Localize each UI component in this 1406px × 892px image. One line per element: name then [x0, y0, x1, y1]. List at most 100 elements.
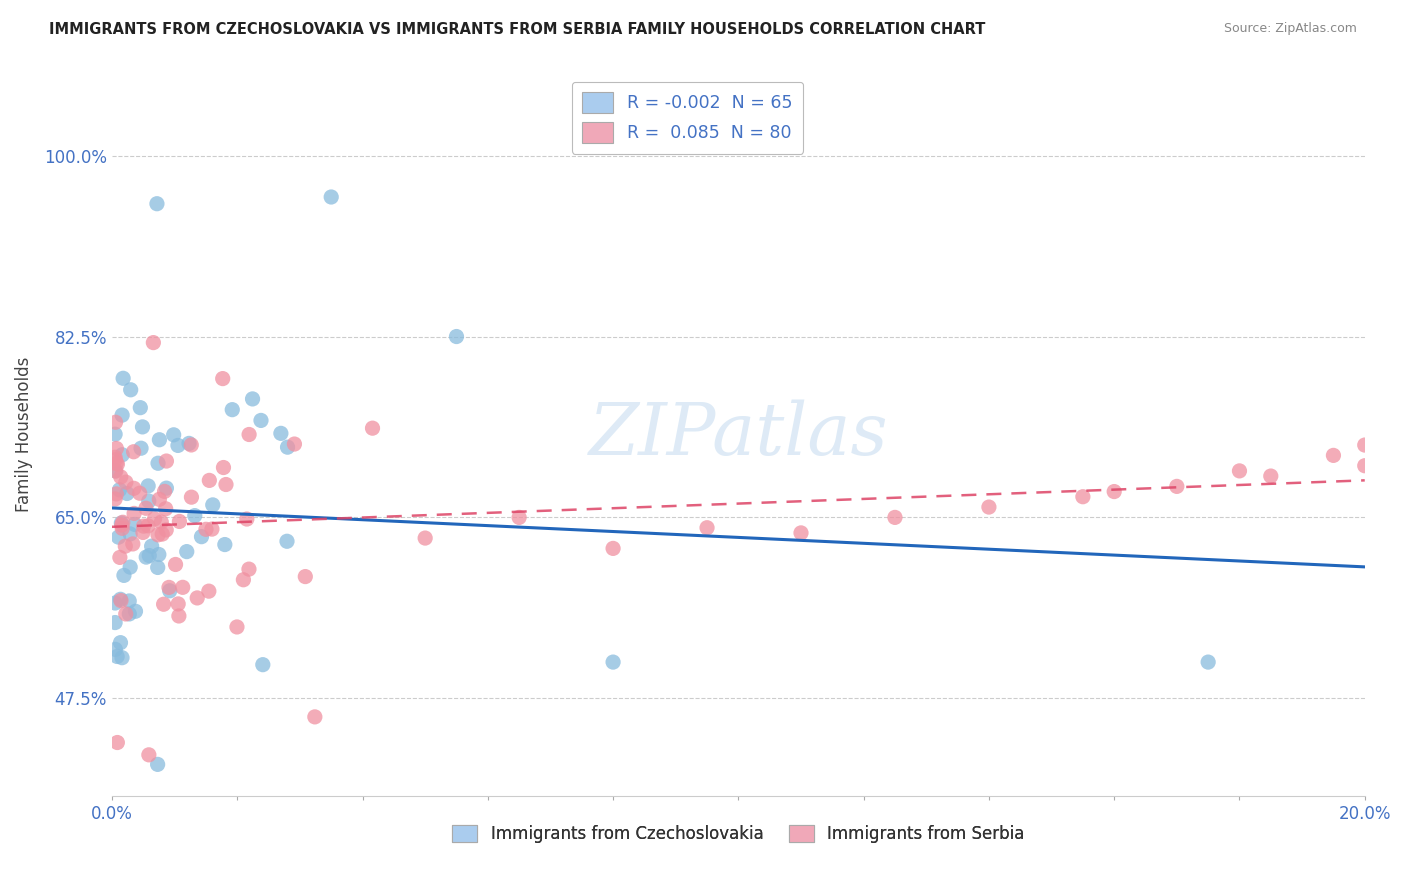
Point	[172, 580, 194, 594]
Point	[283, 437, 305, 451]
Point	[104, 596, 127, 610]
Point	[169, 515, 191, 529]
Point	[155, 501, 177, 516]
Point	[138, 549, 160, 563]
Y-axis label: Family Households: Family Households	[15, 357, 32, 512]
Point	[128, 486, 150, 500]
Point	[446, 329, 468, 343]
Point	[236, 512, 259, 526]
Point	[294, 569, 316, 583]
Point	[105, 442, 128, 456]
Point	[110, 470, 132, 484]
Point	[105, 456, 128, 470]
Point	[111, 448, 134, 462]
Point	[276, 534, 298, 549]
Point	[120, 383, 142, 397]
Point	[167, 609, 190, 624]
Point	[194, 522, 217, 536]
Point	[118, 607, 141, 621]
Point	[180, 490, 202, 504]
Point	[129, 441, 152, 455]
Text: ZIPatlas: ZIPatlas	[589, 400, 889, 470]
Point	[214, 537, 236, 551]
Point	[184, 508, 207, 523]
Point	[111, 516, 134, 530]
Point	[1260, 469, 1282, 483]
Point	[120, 527, 142, 541]
Point	[198, 584, 221, 599]
Point	[124, 604, 146, 618]
Point	[153, 484, 176, 499]
Point	[252, 657, 274, 672]
Point	[148, 433, 170, 447]
Point	[215, 477, 238, 491]
Point	[105, 649, 128, 664]
Point	[270, 426, 292, 441]
Point	[138, 494, 160, 508]
Point	[135, 550, 157, 565]
Point	[159, 583, 181, 598]
Point	[696, 521, 718, 535]
Point	[304, 710, 326, 724]
Point	[201, 522, 224, 536]
Point	[111, 408, 134, 422]
Point	[190, 530, 212, 544]
Point	[155, 481, 177, 495]
Point	[212, 460, 235, 475]
Point	[110, 593, 132, 607]
Point	[104, 491, 127, 506]
Point	[112, 568, 135, 582]
Point	[104, 464, 127, 478]
Point	[1166, 479, 1188, 493]
Point	[176, 544, 198, 558]
Point	[163, 427, 186, 442]
Point	[148, 548, 170, 562]
Point	[104, 427, 127, 442]
Point	[131, 420, 153, 434]
Point	[105, 487, 128, 501]
Point	[277, 440, 299, 454]
Text: IMMIGRANTS FROM CZECHOSLOVAKIA VS IMMIGRANTS FROM SERBIA FAMILY HOUSEHOLDS CORRE: IMMIGRANTS FROM CZECHOSLOVAKIA VS IMMIGR…	[49, 22, 986, 37]
Point	[136, 518, 159, 533]
Point	[111, 521, 134, 535]
Point	[146, 560, 169, 574]
Point	[238, 427, 260, 442]
Point	[413, 531, 436, 545]
Point	[155, 454, 177, 468]
Point	[150, 515, 173, 529]
Point	[122, 481, 145, 495]
Point	[146, 528, 169, 542]
Point	[242, 392, 264, 406]
Point	[112, 371, 135, 385]
Point	[132, 519, 155, 533]
Point	[122, 507, 145, 521]
Point	[1197, 655, 1219, 669]
Point	[115, 475, 138, 490]
Point	[146, 456, 169, 470]
Point	[157, 581, 180, 595]
Point	[110, 635, 132, 649]
Point	[211, 371, 233, 385]
Point	[250, 413, 273, 427]
Text: Source: ZipAtlas.com: Source: ZipAtlas.com	[1223, 22, 1357, 36]
Point	[110, 516, 132, 530]
Point	[135, 501, 157, 516]
Point	[180, 438, 202, 452]
Point	[148, 492, 170, 507]
Point	[150, 527, 173, 541]
Point	[1229, 464, 1251, 478]
Point	[146, 757, 169, 772]
Point	[104, 415, 127, 429]
Point	[155, 523, 177, 537]
Point	[114, 539, 136, 553]
Point	[884, 510, 907, 524]
Point	[1322, 449, 1344, 463]
Point	[121, 537, 143, 551]
Point	[221, 402, 243, 417]
Point	[141, 539, 163, 553]
Point	[186, 591, 208, 605]
Point	[104, 464, 127, 478]
Point	[104, 450, 127, 465]
Point	[167, 438, 190, 452]
Point	[152, 597, 174, 611]
